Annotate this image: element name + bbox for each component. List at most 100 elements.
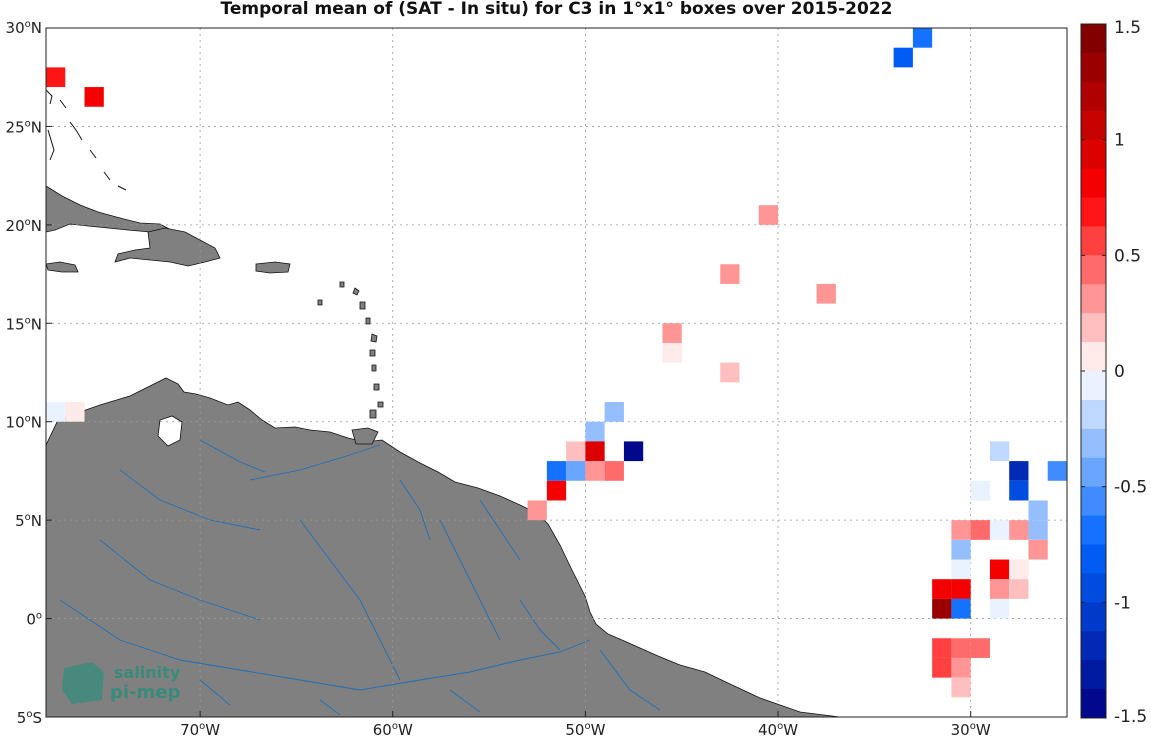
data-cell-6 [816,283,836,304]
colorbar-label-0: 1.5 [1114,18,1141,38]
data-cell-11 [65,402,85,422]
salinity-pi-mep-logo: salinity pi-mep [62,662,181,704]
colorbar-step-2 [1081,81,1106,112]
data-cell-2 [46,67,66,88]
data-cell-20 [604,461,624,481]
data-cell-8 [662,342,682,363]
colorbar-step-3 [1081,110,1106,141]
data-cell-38 [1009,559,1029,580]
colorbar-step-12 [1081,371,1106,401]
colorbar-step-9 [1081,284,1106,314]
data-cell-10 [46,402,66,422]
data-cell-50 [951,657,971,678]
data-cell-9 [720,362,740,383]
south-america-land [46,377,841,717]
lon-tick-3: 40oW [758,721,798,739]
data-cell-12 [604,402,624,422]
latitude-ticks: 30oN 25oN 20oN 15oN 10oN 5oN 0o 5oS [6,19,52,727]
colorbar-step-20 [1081,602,1106,632]
map-title: Temporal mean of (SAT - In situ) for C3 … [220,0,893,19]
lon-tick-2: 50oW [565,721,605,739]
data-cell-49 [932,657,952,678]
data-cell-40 [1009,579,1029,599]
data-cell-48 [970,638,990,658]
jamaica-land [46,261,79,273]
lon-tick-0: 70oW [180,721,220,739]
data-cell-46 [932,638,952,658]
data-cell-42 [951,579,971,599]
data-cell-39 [989,579,1010,599]
colorbar-step-21 [1081,631,1106,661]
colorbar-step-16 [1081,486,1106,517]
data-cell-35 [1028,539,1048,560]
data-cell-3 [84,87,104,107]
plot-frame [45,27,1068,718]
lat-tick-6: 0o [26,611,42,629]
data-cell-28 [1028,500,1048,521]
data-cell-15 [585,441,605,462]
colorbar-step-14 [1081,428,1106,459]
lesser-antilles-islands [317,281,384,419]
colorbar-step-18 [1081,544,1106,574]
data-cell-45 [989,598,1010,619]
lon-tick-1: 60oW [373,721,413,739]
data-cell-25 [1047,461,1067,481]
lat-tick-2: 20oN [6,217,42,235]
data-cell-5 [720,264,740,284]
colorbar-step-11 [1081,342,1106,372]
lat-tick-1: 25oN [6,118,42,136]
data-cell-1 [893,47,913,68]
bahamas-islands [46,89,127,191]
colorbar-step-7 [1081,226,1106,256]
colorbar-step-19 [1081,573,1106,603]
colorbar-step-17 [1081,515,1106,545]
logo-line1: salinity [114,663,181,682]
colorbar-step-15 [1081,457,1106,488]
data-cell-19 [585,461,605,481]
lat-tick-5: 5oN [15,512,42,530]
data-cell-29 [951,520,971,540]
colorbar-step-8 [1081,255,1106,285]
data-cell-33 [1028,520,1048,540]
data-cell-21 [546,480,567,501]
data-cell-51 [951,677,971,698]
data-cell-47 [951,638,971,658]
puerto-rico-land [255,261,291,274]
lake-maracaibo [157,415,183,447]
colorbar-step-6 [1081,197,1106,227]
data-cell-43 [932,598,952,619]
data-cell-13 [585,421,605,442]
lat-tick-0: 30oN [6,19,42,37]
data-cells [46,28,1067,698]
trinidad-land [351,427,379,445]
data-cell-36 [951,559,971,580]
data-cell-44 [951,598,971,619]
data-cell-34 [951,539,971,560]
land-layer [46,89,841,717]
colorbar-step-13 [1081,399,1106,430]
lon-tick-4: 30oW [951,721,991,739]
colorbar-step-22 [1081,660,1106,690]
lat-tick-7: 5oS [17,709,42,727]
lat-tick-3: 15oN [6,315,42,333]
colorbar-step-5 [1081,168,1106,198]
longitude-ticks: 70oW 60oW 50oW 40oW 30oW [180,711,991,739]
data-cell-7 [662,323,682,343]
data-cell-27 [1009,480,1029,501]
river-network [59,439,661,716]
data-cell-32 [1009,520,1029,540]
colorbar-step-4 [1081,139,1106,170]
data-cell-14 [566,441,586,462]
colorbar-step-1 [1081,52,1106,83]
data-cell-0 [912,28,933,48]
colorbar-step-10 [1081,313,1106,343]
colorbar-label-5: -1 [1114,593,1131,613]
data-cell-4 [758,205,779,225]
colorbar-label-3: 0 [1114,362,1125,382]
data-cell-37 [989,559,1010,580]
colorbar-label-4: -0.5 [1114,478,1147,498]
data-cell-23 [989,441,1010,462]
colorbar-step-23 [1081,689,1106,719]
colorbar: 1.5 1 0.5 0 -0.5 -1 -1.5 [1080,18,1147,727]
